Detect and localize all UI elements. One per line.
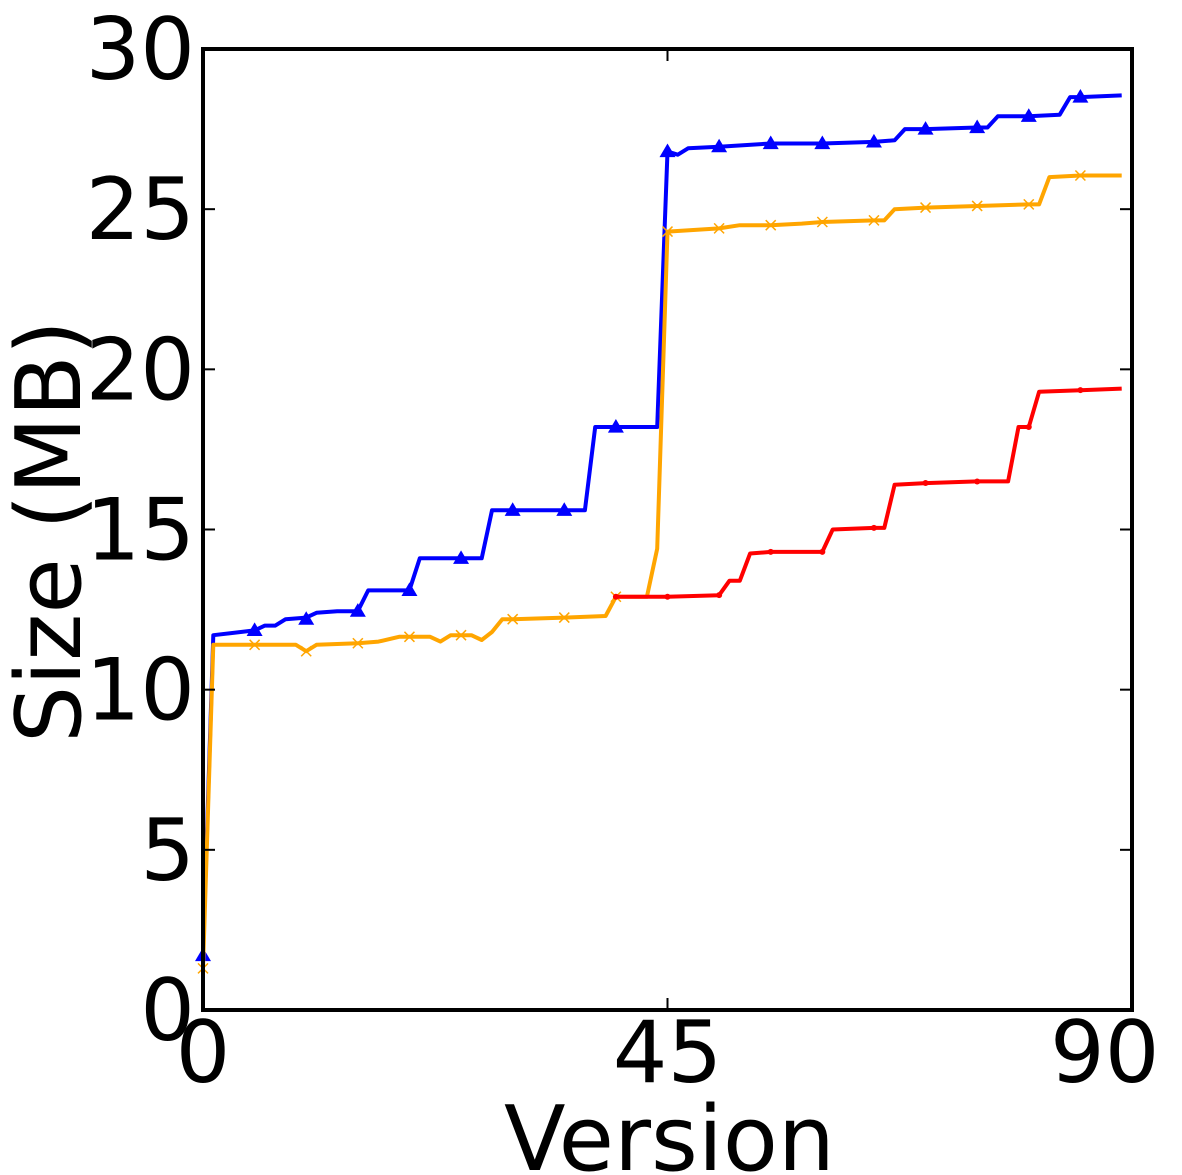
- data-point: [349, 603, 366, 617]
- y-tick-label: 30: [86, 0, 195, 100]
- data-point: [917, 121, 934, 135]
- data-point: [1020, 108, 1037, 122]
- x-tick-label: 90: [1050, 1003, 1159, 1103]
- data-point: [1023, 198, 1035, 210]
- data-point: [504, 502, 521, 516]
- data-point: [974, 478, 981, 485]
- data-point: [558, 612, 570, 624]
- data-point: [1072, 89, 1089, 103]
- data-point: [713, 222, 725, 234]
- data-point: [922, 480, 929, 487]
- data-point: [870, 524, 877, 531]
- series-0: [195, 89, 1122, 962]
- y-axis-label: Size (MB): [0, 320, 102, 743]
- data-point: [868, 214, 880, 226]
- series-line: [615, 386, 1122, 599]
- data-point: [765, 219, 777, 231]
- x-tick-label: 0: [176, 1003, 231, 1103]
- y-tick-label: 15: [86, 481, 195, 581]
- data-point: [352, 637, 364, 649]
- y-tick-label: 0: [140, 961, 195, 1061]
- y-tick-label: 20: [86, 320, 195, 420]
- data-point: [814, 135, 831, 150]
- data-point: [1077, 387, 1084, 394]
- series-line: [201, 93, 1122, 956]
- data-point: [969, 119, 986, 134]
- data-point: [767, 548, 774, 555]
- series-2: [612, 386, 1122, 600]
- data-point: [612, 593, 619, 600]
- x-axis-label: Version: [504, 1087, 835, 1175]
- data-point: [661, 226, 674, 238]
- data-point: [507, 613, 519, 625]
- series-layer: [195, 89, 1122, 974]
- data-point: [920, 202, 932, 214]
- data-point: [971, 200, 983, 212]
- data-point: [607, 418, 624, 433]
- data-point: [401, 582, 418, 596]
- ticks-layer: 0 5 10 15 20 25 30 0 45 90: [86, 0, 1160, 1103]
- data-point: [298, 611, 315, 625]
- data-point: [556, 502, 573, 516]
- data-point: [300, 645, 312, 657]
- series-1: [197, 170, 1122, 974]
- y-tick-label: 5: [140, 801, 195, 901]
- data-point: [659, 143, 676, 158]
- data-point: [455, 629, 467, 641]
- data-point: [762, 135, 779, 150]
- data-point: [249, 639, 261, 651]
- y-tick-label: 25: [86, 160, 195, 260]
- data-point: [403, 631, 415, 643]
- data-point: [819, 548, 826, 555]
- data-point: [453, 550, 470, 564]
- data-point: [1025, 423, 1032, 430]
- y-tick-label: 10: [86, 641, 195, 741]
- data-point: [664, 593, 671, 600]
- data-point: [816, 216, 828, 228]
- data-point: [1074, 170, 1086, 182]
- data-point: [711, 138, 728, 153]
- data-point: [246, 622, 263, 637]
- x-tick-label: 45: [613, 1003, 722, 1103]
- series-line: [201, 173, 1122, 969]
- data-point: [716, 592, 723, 599]
- data-point: [865, 133, 882, 148]
